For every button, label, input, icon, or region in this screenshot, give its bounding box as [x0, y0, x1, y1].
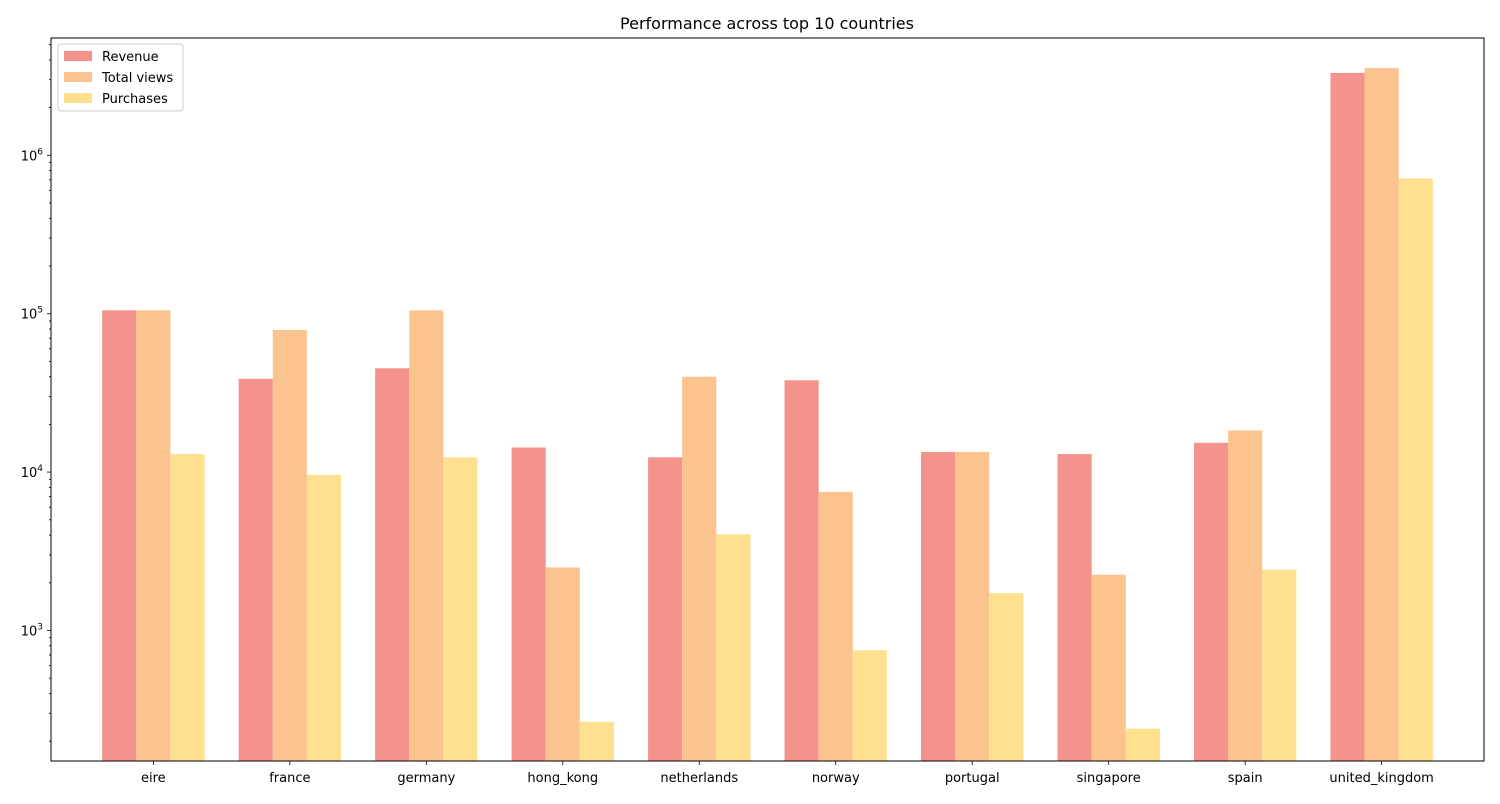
bar-revenue-eire: [102, 310, 137, 761]
bar-revenue-germany: [375, 368, 410, 761]
bar-total-views-singapore: [1091, 574, 1126, 761]
bar-purchases-portugal: [989, 593, 1024, 761]
x-tick-label: eire: [141, 771, 166, 786]
bar-revenue-norway: [784, 380, 819, 761]
bar-purchases-united_kingdom: [1398, 178, 1433, 762]
bar-total-views-france: [272, 329, 307, 761]
bar-total-views-portugal: [955, 451, 990, 761]
bar-revenue-spain: [1193, 442, 1229, 761]
bar-purchases-singapore: [1125, 728, 1160, 761]
bar-revenue-united_kingdom: [1330, 72, 1365, 762]
legend-label-revenue: Revenue: [102, 50, 159, 65]
bar-total-views-norway: [818, 491, 853, 761]
bar-total-views-spain: [1228, 430, 1263, 761]
bar-purchases-hong_kong: [579, 721, 614, 761]
bars-layer: [102, 68, 1433, 762]
x-tick-label: netherlands: [660, 771, 738, 786]
bar-purchases-eire: [170, 454, 205, 761]
bar-total-views-eire: [136, 310, 171, 761]
x-tick-label: united_kingdom: [1329, 771, 1433, 786]
legend-swatch-revenue: [64, 51, 92, 61]
legend-label-total-views: Total views: [101, 71, 173, 86]
legend: Revenue Total views Purchases: [57, 43, 184, 112]
bar-total-views-hong_kong: [545, 567, 580, 761]
bar-purchases-norway: [852, 650, 887, 761]
plot-frame: [50, 37, 1485, 762]
y-tick-label: 105: [21, 306, 43, 323]
legend-swatch-purchases: [64, 93, 92, 103]
legend-label-purchases: Purchases: [102, 92, 168, 107]
bar-revenue-singapore: [1057, 454, 1092, 761]
axes-layer: 103 104 105 106 eire france germany hong_kong ne…: [21, 37, 1485, 786]
bar-purchases-germany: [443, 457, 478, 761]
bar-purchases-france: [306, 474, 342, 761]
x-tick-label: singapore: [1077, 771, 1141, 786]
bar-revenue-netherlands: [648, 457, 683, 761]
bar-purchases-netherlands: [716, 534, 751, 761]
bar-revenue-hong_kong: [511, 447, 546, 761]
bar-total-views-united_kingdom: [1364, 68, 1399, 762]
bar-total-views-germany: [409, 310, 444, 761]
y-tick-label: 106: [21, 147, 44, 164]
bar-revenue-portugal: [921, 451, 956, 761]
legend-swatch-total-views: [64, 72, 92, 82]
bar-total-views-netherlands: [682, 376, 717, 761]
x-tick-label: spain: [1228, 771, 1263, 786]
y-tick-label: 103: [21, 622, 43, 639]
chart-title: Performance across top 10 countries: [620, 14, 914, 33]
bar-revenue-france: [238, 378, 273, 761]
x-tick-label: portugal: [945, 771, 1000, 786]
x-tick-label: france: [269, 771, 310, 786]
x-tick-label: norway: [812, 771, 860, 786]
bar-purchases-spain: [1262, 569, 1297, 761]
x-tick-label: germany: [397, 771, 455, 786]
x-tick-label: hong_kong: [527, 771, 598, 786]
y-tick-label: 104: [21, 464, 44, 481]
